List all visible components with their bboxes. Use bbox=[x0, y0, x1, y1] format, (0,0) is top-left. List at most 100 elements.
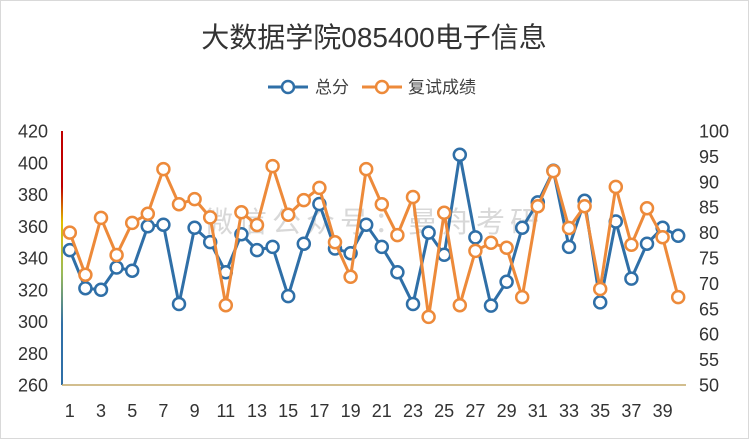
legend-marker-retest-score bbox=[374, 79, 390, 95]
total-score-point bbox=[249, 242, 265, 258]
x-tick-label: 9 bbox=[190, 401, 200, 421]
y-left-tick-label: 280 bbox=[18, 344, 48, 364]
x-tick-label: 31 bbox=[528, 401, 548, 421]
retest-score-point bbox=[405, 189, 421, 205]
total-score-point bbox=[109, 260, 124, 275]
x-tick-label: 7 bbox=[158, 401, 168, 421]
y-right-tick-label: 55 bbox=[699, 350, 719, 370]
total-score-point bbox=[296, 236, 312, 251]
total-score-point bbox=[280, 288, 296, 304]
legend-label-retest-score: 复试成绩 bbox=[408, 78, 476, 97]
retest-score-point bbox=[608, 179, 624, 195]
y-right-tick-label: 90 bbox=[699, 172, 719, 192]
legend-item-retest-score: 复试成绩 bbox=[362, 78, 476, 97]
retest-score-point bbox=[202, 210, 218, 225]
y-left-tick-label: 340 bbox=[18, 249, 48, 269]
y-right-tick-label: 65 bbox=[699, 299, 719, 319]
retest-score-point bbox=[265, 158, 280, 174]
total-score-point bbox=[452, 147, 468, 163]
y-right-tick-label: 75 bbox=[699, 249, 719, 269]
y-right-tick-label: 95 bbox=[699, 147, 719, 167]
x-tick-label: 39 bbox=[653, 401, 673, 421]
retest-score-point bbox=[140, 206, 156, 222]
retest-score-point bbox=[577, 198, 592, 214]
legend-label-total-score: 总分 bbox=[315, 78, 349, 97]
y-right-tick-label: 100 bbox=[699, 122, 729, 142]
x-tick-label: 13 bbox=[247, 401, 267, 421]
y-right-tick-label: 60 bbox=[699, 325, 719, 345]
y-right-tick-label: 85 bbox=[699, 198, 719, 218]
x-tick-label: 21 bbox=[372, 401, 392, 421]
total-score-point bbox=[639, 236, 655, 251]
series-layer bbox=[62, 147, 686, 325]
y-right-tick-label: 50 bbox=[699, 376, 719, 396]
total-score-point bbox=[561, 239, 577, 255]
x-tick-label: 11 bbox=[216, 401, 235, 421]
x-tick-label: 1 bbox=[65, 401, 75, 421]
total-score-point bbox=[358, 217, 374, 232]
legend-item-total-score: 总分 bbox=[268, 78, 349, 97]
total-score-line bbox=[68, 153, 680, 308]
y-left-tick-label: 420 bbox=[18, 122, 48, 142]
y-left-tick-label: 400 bbox=[18, 153, 48, 173]
x-tick-label: 37 bbox=[621, 401, 641, 421]
y-left-tick-label: 380 bbox=[18, 185, 48, 205]
x-tick-label: 29 bbox=[497, 401, 517, 421]
retest-score-point bbox=[171, 196, 187, 212]
total-score-point bbox=[670, 228, 686, 244]
retest-score-point bbox=[390, 227, 405, 243]
retest-score-point bbox=[624, 237, 639, 253]
retest-score-point bbox=[234, 205, 249, 220]
x-tick-label: 19 bbox=[341, 401, 361, 421]
total-score-point bbox=[93, 282, 109, 298]
retest-score-point bbox=[592, 281, 608, 297]
total-score-point bbox=[187, 220, 202, 236]
retest-score-point bbox=[187, 191, 202, 207]
total-score-point bbox=[514, 220, 530, 236]
retest-score-point bbox=[546, 163, 561, 179]
retest-score-point bbox=[93, 210, 109, 226]
total-score-point bbox=[405, 296, 421, 312]
retest-score-point bbox=[468, 243, 483, 259]
retest-score-point bbox=[218, 297, 234, 313]
retest-score-point bbox=[124, 215, 140, 231]
total-score-point bbox=[374, 239, 390, 255]
x-tick-label: 3 bbox=[96, 401, 106, 421]
total-score-point bbox=[421, 225, 436, 240]
retest-score-point bbox=[561, 220, 577, 236]
retest-score-point bbox=[421, 309, 436, 325]
x-tick-label: 15 bbox=[278, 401, 298, 421]
retest-score-point bbox=[374, 196, 390, 212]
y-left-tick-label: 360 bbox=[18, 217, 48, 237]
retest-score-point bbox=[327, 235, 343, 250]
retest-score-line bbox=[68, 164, 680, 319]
axes bbox=[61, 131, 686, 386]
chart-title: 大数据学院085400电子信息 bbox=[201, 22, 546, 53]
retest-score-point bbox=[296, 192, 312, 208]
retest-score-point bbox=[670, 289, 686, 305]
total-score-point bbox=[156, 217, 171, 232]
y-left-tick-label: 320 bbox=[18, 280, 48, 300]
retest-score-point bbox=[156, 161, 171, 177]
retest-score-point bbox=[530, 198, 546, 214]
total-score-point bbox=[171, 296, 187, 312]
x-tick-label: 17 bbox=[309, 401, 329, 421]
retest-score-point bbox=[436, 205, 452, 221]
total-score-point bbox=[468, 230, 483, 245]
retest-score-point bbox=[343, 269, 358, 285]
x-tick-label: 35 bbox=[590, 401, 610, 421]
retest-score-point bbox=[78, 267, 93, 283]
legend-marker-total-score bbox=[280, 79, 296, 95]
y-left-tick-label: 300 bbox=[18, 312, 48, 332]
retest-score-point bbox=[109, 247, 124, 263]
x-tick-label: 25 bbox=[434, 401, 454, 421]
retest-score-point bbox=[514, 289, 530, 305]
x-tick-label: 27 bbox=[465, 401, 485, 421]
total-score-point bbox=[483, 298, 499, 313]
y-right-tick-label: 70 bbox=[699, 274, 719, 294]
x-tick-label: 5 bbox=[127, 401, 137, 421]
retest-score-point bbox=[312, 180, 327, 196]
total-score-point bbox=[592, 295, 608, 310]
